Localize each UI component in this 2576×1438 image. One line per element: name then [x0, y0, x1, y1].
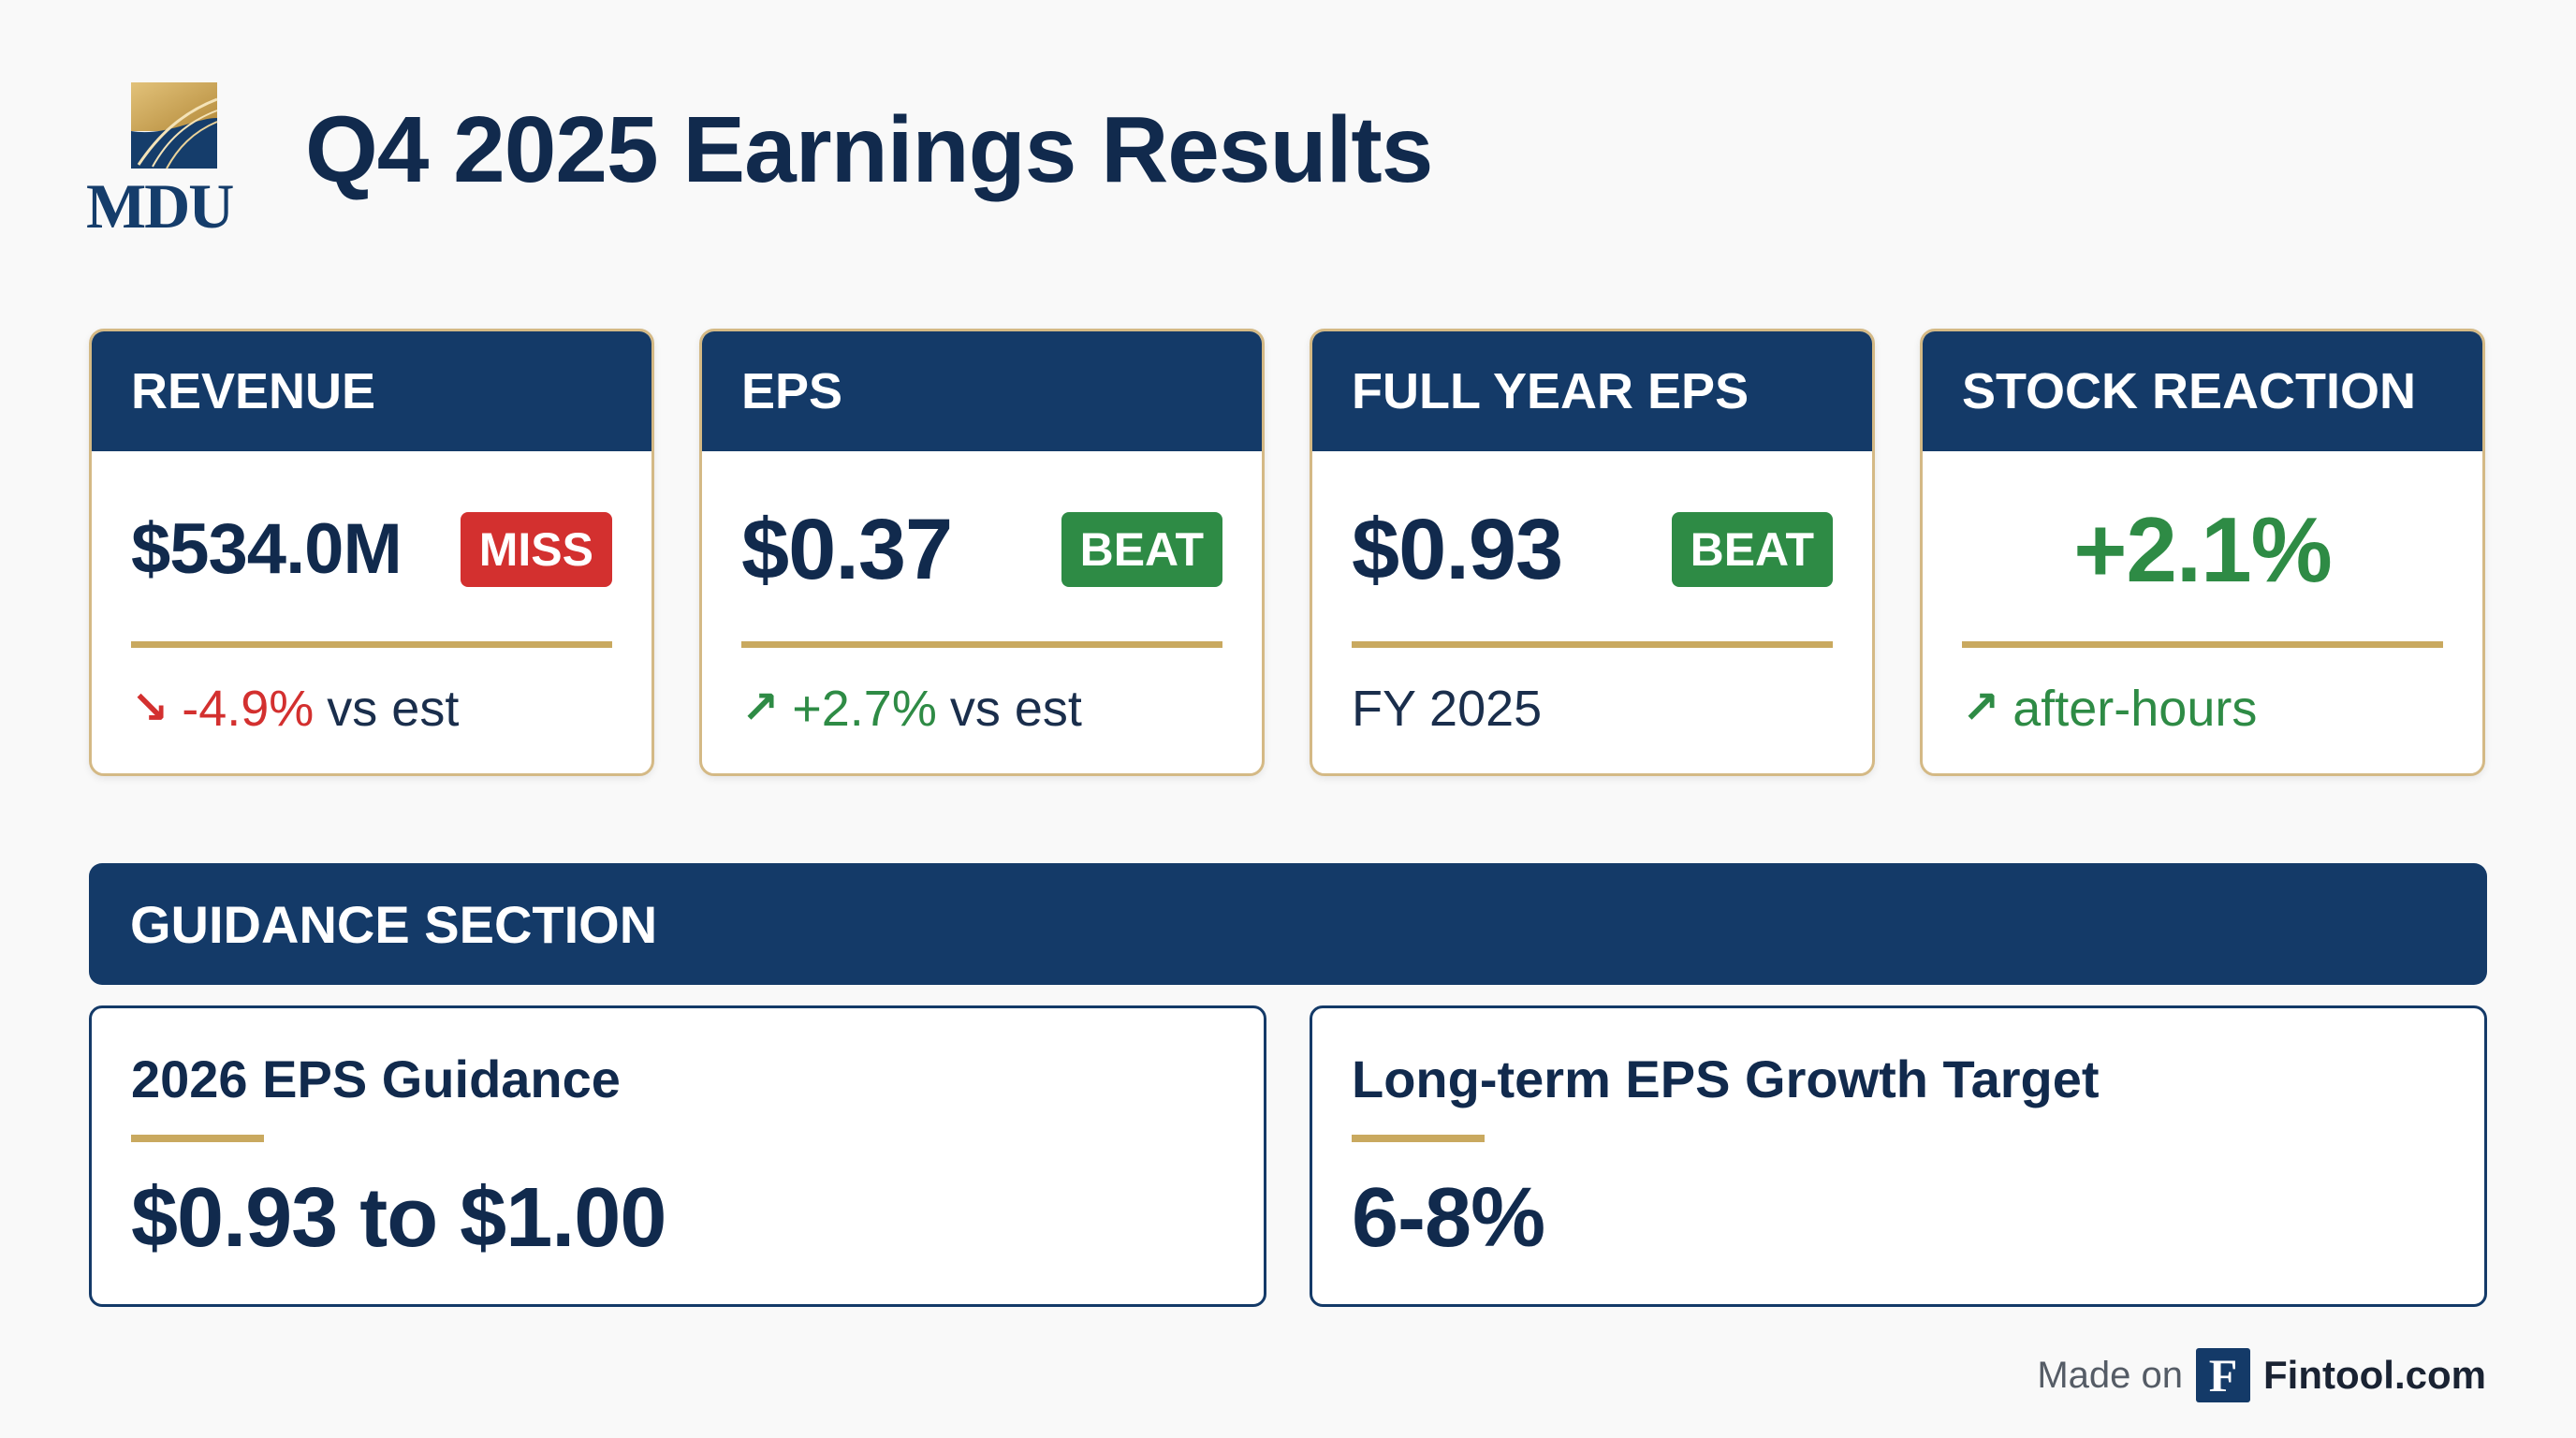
guidance-title: Long-term EPS Growth Target [1352, 1049, 2100, 1108]
gold-divider [1352, 1135, 1485, 1142]
card-header: EPS [702, 331, 1262, 451]
footnote-text: vs est [949, 681, 1082, 737]
gold-divider [1962, 641, 2443, 648]
made-on-label: Made on [2037, 1354, 2184, 1396]
eps-guidance-card: 2026 EPS Guidance $0.93 to $1.00 [89, 1005, 1266, 1307]
gold-divider [1352, 641, 1833, 648]
fintool-logo-icon: F [2196, 1348, 2251, 1402]
card-footnote: ↗ +2.7% vs est [741, 676, 1082, 741]
page-title: Q4 2025 Earnings Results [305, 97, 1433, 202]
revenue-card: REVENUE $534.0M MISS ↘ -4.9% vs est [89, 329, 654, 776]
card-header: REVENUE [92, 331, 651, 451]
gold-divider [131, 641, 612, 648]
card-header: STOCK REACTION [1923, 331, 2482, 451]
eps-change: +2.7% [792, 681, 937, 737]
full-year-eps-value: $0.93 [1352, 502, 1563, 597]
stock-reaction-card: STOCK REACTION +2.1% ↗ after-hours [1920, 329, 2485, 776]
beat-badge: BEAT [1061, 512, 1222, 587]
card-value-row: $0.37 BEAT [741, 503, 1222, 596]
mdu-logo-mark-icon [131, 82, 218, 169]
guidance-value: 6-8% [1352, 1171, 1545, 1265]
fintool-link[interactable]: Fintool.com [2263, 1353, 2486, 1397]
gold-divider [131, 1135, 264, 1142]
footnote-text: FY 2025 [1352, 681, 1543, 737]
card-value-row: $0.93 BEAT [1352, 503, 1833, 596]
stock-reaction-value: +2.1% [2073, 498, 2333, 601]
card-footnote: FY 2025 [1352, 676, 1542, 741]
footer-attribution: Made on F Fintool.com [2037, 1348, 2486, 1402]
card-footnote: ↗ after-hours [1962, 676, 2257, 741]
miss-badge: MISS [460, 512, 612, 587]
footnote-text: after-hours [2012, 681, 2258, 737]
eps-card: EPS $0.37 BEAT ↗ +2.7% vs est [699, 329, 1265, 776]
guidance-title: 2026 EPS Guidance [131, 1049, 621, 1108]
card-header: FULL YEAR EPS [1312, 331, 1872, 451]
beat-badge: BEAT [1671, 512, 1833, 587]
mdu-logo: MDU [86, 81, 264, 240]
full-year-eps-card: FULL YEAR EPS $0.93 BEAT FY 2025 [1310, 329, 1875, 776]
logo-wordmark: MDU [86, 170, 234, 242]
footnote-text: vs est [327, 681, 460, 737]
card-value-row: $534.0M MISS [131, 503, 612, 596]
arrow-up-right-icon: ↗ [1962, 682, 2000, 733]
revenue-value: $534.0M [131, 509, 402, 589]
arrow-up-right-icon: ↗ [741, 682, 780, 733]
growth-target-card: Long-term EPS Growth Target 6-8% [1310, 1005, 2487, 1307]
revenue-change: -4.9% [182, 681, 315, 737]
gold-divider [741, 641, 1222, 648]
eps-value: $0.37 [741, 502, 953, 597]
arrow-down-right-icon: ↘ [131, 682, 169, 733]
guidance-value: $0.93 to $1.00 [131, 1171, 666, 1265]
card-value-row: +2.1% [1962, 503, 2443, 596]
guidance-section-header: GUIDANCE SECTION [89, 863, 2487, 985]
card-footnote: ↘ -4.9% vs est [131, 676, 459, 741]
